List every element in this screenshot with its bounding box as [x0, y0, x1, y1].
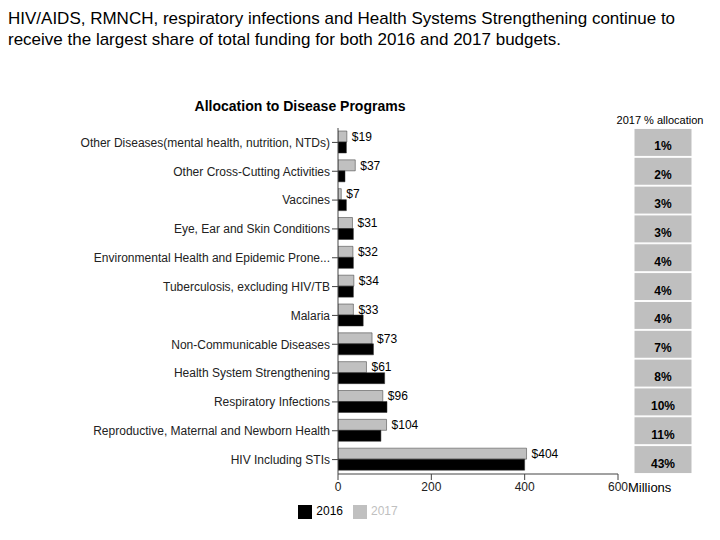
svg-text:400: 400: [515, 480, 535, 494]
html-text:Millions: Millions: [628, 480, 672, 495]
svg-text:HIV Including STIs: HIV Including STIs: [231, 453, 330, 467]
svg-text:4%: 4%: [654, 312, 672, 326]
svg-text:Other Diseases(mental health,: Other Diseases(mental health, nutrition,…: [81, 136, 330, 150]
svg-text:10%: 10%: [651, 399, 675, 413]
svg-text:8%: 8%: [654, 370, 672, 384]
svg-text:Other Cross-Cutting Activities: Other Cross-Cutting Activities: [173, 165, 330, 179]
svg-text:Tuberculosis, excluding HIV/TB: Tuberculosis, excluding HIV/TB: [163, 280, 330, 294]
svg-text:$96: $96: [388, 389, 408, 403]
svg-text:$61: $61: [371, 360, 391, 374]
svg-text:4%: 4%: [654, 284, 672, 298]
svg-text:200: 200: [421, 480, 441, 494]
svg-text:3%: 3%: [654, 197, 672, 211]
svg-text:11%: 11%: [651, 428, 675, 442]
svg-text:2%: 2%: [654, 168, 672, 182]
svg-text:$404: $404: [532, 447, 559, 461]
svg-text:Malaria: Malaria: [291, 309, 331, 323]
html-text:2016: 2016: [316, 504, 343, 518]
svg-text:1%: 1%: [654, 139, 672, 153]
html-text:HIV/AIDS, RMNCH, respiratory i: HIV/AIDS, RMNCH, respiratory infections …: [8, 9, 676, 49]
svg-text:Eye, Ear and Skin Conditions: Eye, Ear and Skin Conditions: [174, 222, 330, 236]
svg-text:Health System Strengthening: Health System Strengthening: [174, 366, 330, 380]
svg-text:600: 600: [608, 480, 628, 494]
html-text:2017 % allocation: 2017 % allocation: [616, 114, 704, 126]
svg-text:$33: $33: [358, 303, 378, 317]
svg-text:$73: $73: [377, 332, 397, 346]
svg-text:Environmental Health and Epide: Environmental Health and Epidemic Prone.…: [94, 251, 330, 265]
svg-text:$37: $37: [360, 159, 380, 173]
svg-text:4%: 4%: [654, 255, 672, 269]
svg-text:$104: $104: [392, 418, 419, 432]
svg-text:$7: $7: [346, 187, 360, 201]
svg-text:7%: 7%: [654, 341, 672, 355]
svg-text:$32: $32: [358, 245, 378, 259]
svg-text:$31: $31: [357, 216, 377, 230]
svg-text:Vaccines: Vaccines: [282, 193, 330, 207]
svg-text:Non-Communicable Diseases: Non-Communicable Diseases: [171, 338, 330, 352]
html-text:2017: 2017: [371, 504, 398, 518]
svg-text:43%: 43%: [651, 457, 675, 471]
svg-text:Respiratory Infections: Respiratory Infections: [214, 395, 330, 409]
svg-text:$34: $34: [359, 274, 379, 288]
html-text:Allocation to Disease Programs: Allocation to Disease Programs: [194, 98, 406, 114]
svg-text:0: 0: [335, 480, 342, 494]
svg-text:$19: $19: [352, 130, 372, 144]
svg-text:Reproductive, Maternal and New: Reproductive, Maternal and Newborn Healt…: [93, 424, 330, 438]
svg-text:3%: 3%: [654, 226, 672, 240]
